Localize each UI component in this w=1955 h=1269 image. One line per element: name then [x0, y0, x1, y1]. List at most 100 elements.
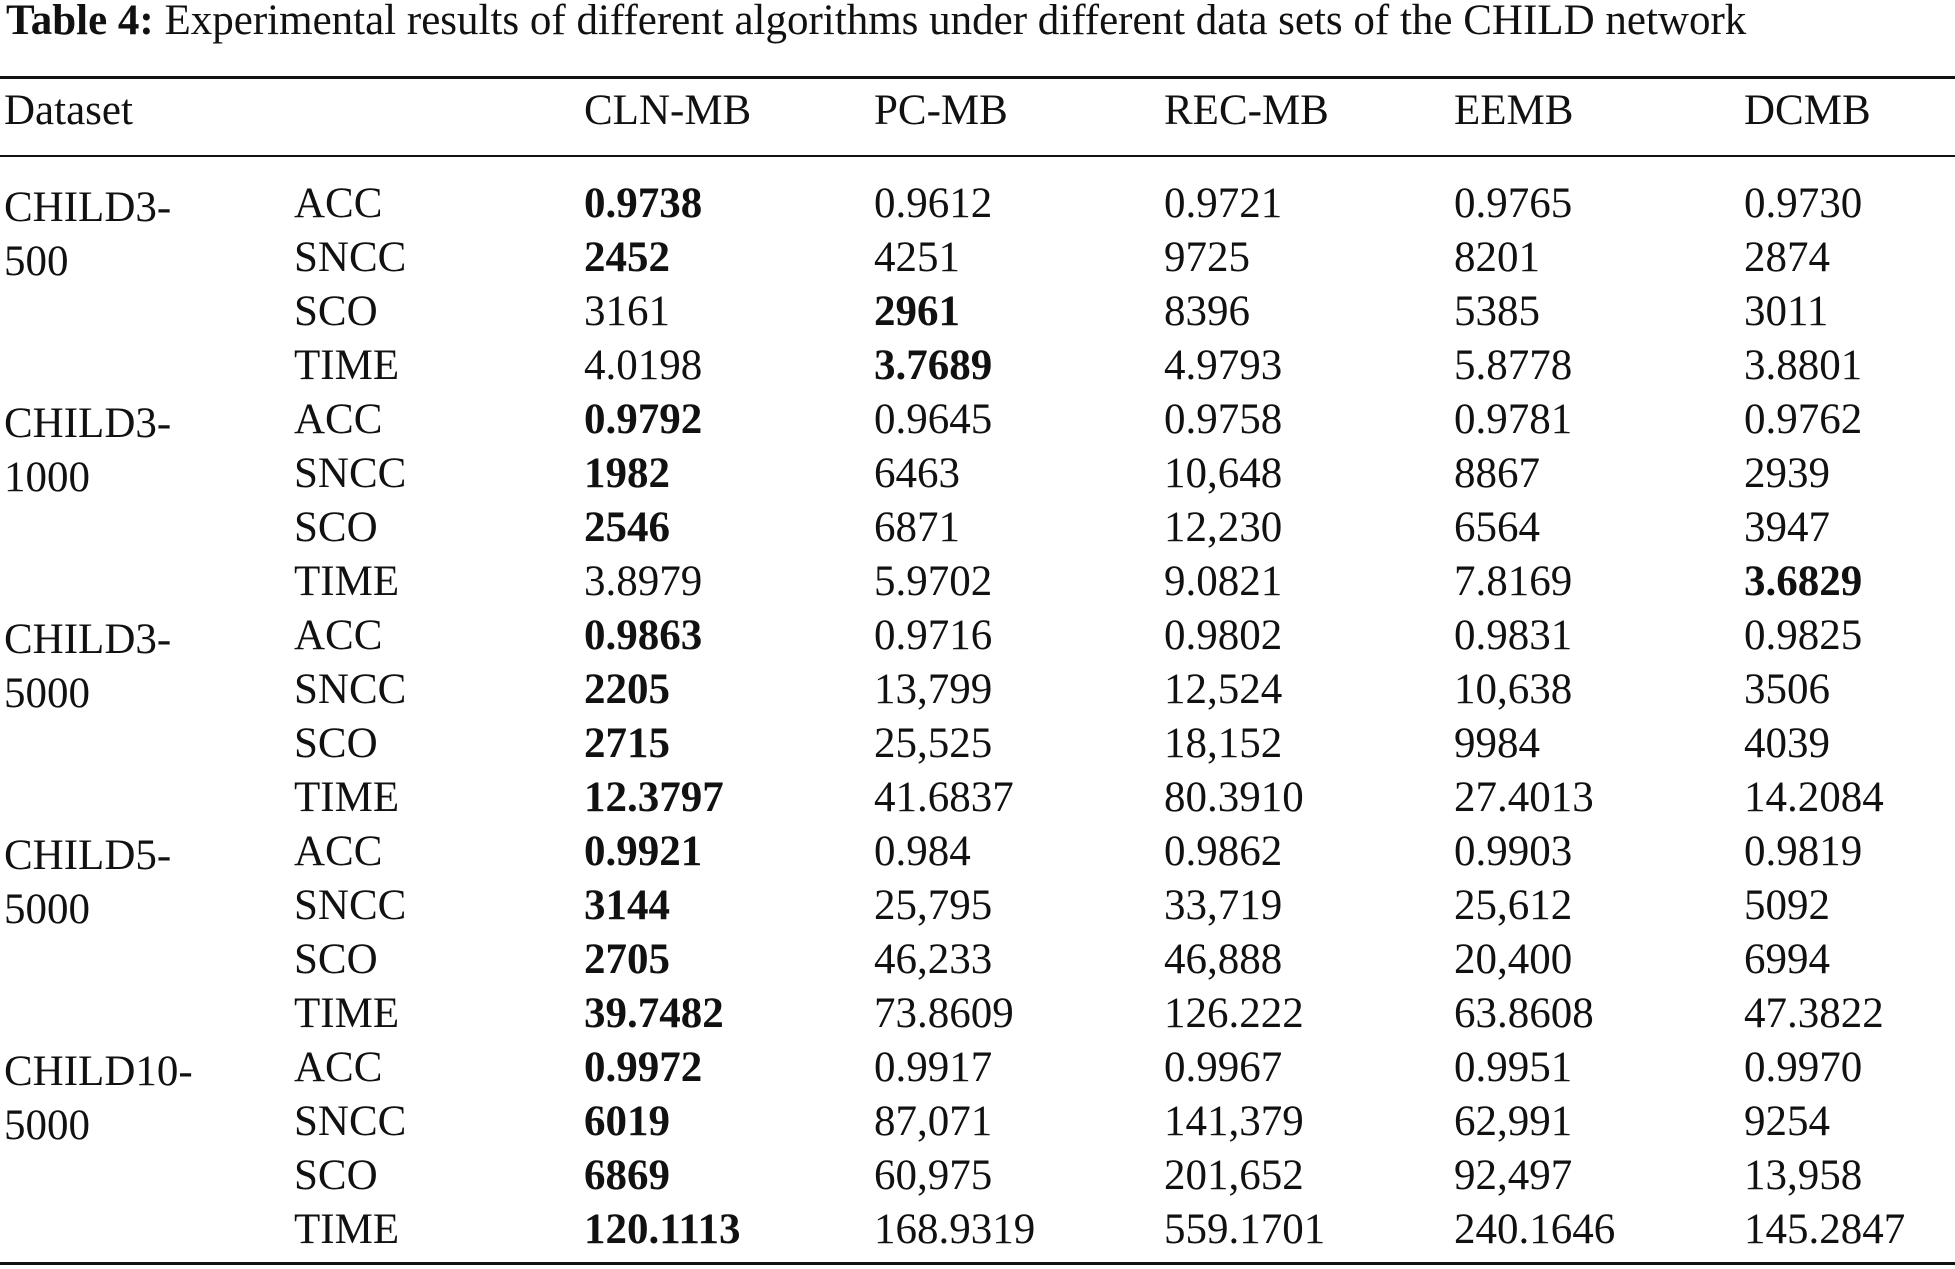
value-cell-pc-mb: 6463	[874, 450, 960, 497]
metric-cell: SCO	[294, 720, 378, 767]
value-cell-pc-mb: 2961	[874, 288, 960, 335]
value-cell-pc-mb: 60,975	[874, 1152, 993, 1199]
table-row: 5000 SNCC 6019 87,071 141,379 62,991 9254	[0, 1099, 1955, 1153]
header-cln-mb: CLN-MB	[584, 87, 752, 134]
value-cell-pc-mb: 73.8609	[874, 990, 1014, 1037]
dataset-cell	[0, 721, 294, 775]
table-row: CHILD3- ACC 0.9863 0.9716 0.9802 0.9831 0.9825	[0, 613, 1955, 667]
value-cell-cln-mb: 2452	[584, 234, 670, 281]
caption-text: Experimental results of different algori…	[153, 0, 1747, 44]
value-cell-pc-mb: 4251	[874, 234, 960, 281]
metric-cell: TIME	[294, 342, 400, 389]
value-cell-rec-mb: 10,648	[1164, 450, 1283, 497]
value-cell-eemb: 0.9903	[1454, 828, 1573, 875]
metric-cell: SNCC	[294, 450, 407, 497]
value-cell-pc-mb: 0.9917	[874, 1044, 993, 1091]
header-dcmb: DCMB	[1744, 87, 1871, 134]
dataset-cell	[0, 559, 294, 613]
value-cell-pc-mb: 25,525	[874, 720, 993, 767]
table-row: SCO 2546 6871 12,230 6564 3947	[0, 505, 1955, 559]
metric-cell: SCO	[294, 936, 378, 983]
value-cell-dcmb: 4039	[1744, 720, 1830, 767]
table-row: TIME 4.0198 3.7689 4.9793 5.8778 3.8801	[0, 343, 1955, 397]
value-cell-eemb: 20,400	[1454, 936, 1573, 983]
value-cell-pc-mb: 46,233	[874, 936, 993, 983]
value-cell-dcmb: 14.2084	[1744, 774, 1884, 821]
value-cell-cln-mb: 2546	[584, 504, 670, 551]
dataset-cell	[0, 343, 294, 397]
value-cell-dcmb: 5092	[1744, 882, 1830, 929]
dataset-cell	[0, 289, 294, 343]
table-row: TIME 39.7482 73.8609 126.222 63.8608 47.3822	[0, 991, 1955, 1045]
dataset-cell: CHILD10-	[4, 1048, 193, 1095]
value-cell-cln-mb: 0.9972	[584, 1044, 703, 1091]
value-cell-pc-mb: 0.9645	[874, 396, 993, 443]
value-cell-dcmb: 0.9819	[1744, 828, 1863, 875]
value-cell-eemb: 10,638	[1454, 666, 1573, 713]
table-row: 1000 SNCC 1982 6463 10,648 8867 2939	[0, 451, 1955, 505]
value-cell-rec-mb: 126.222	[1164, 990, 1304, 1037]
dataset-cell	[0, 505, 294, 559]
value-cell-rec-mb: 0.9721	[1164, 180, 1283, 227]
value-cell-pc-mb: 5.9702	[874, 558, 993, 605]
metric-cell: ACC	[294, 828, 383, 875]
metric-cell: SNCC	[294, 1098, 407, 1145]
value-cell-eemb: 92,497	[1454, 1152, 1573, 1199]
value-cell-eemb: 27.4013	[1454, 774, 1594, 821]
header-rule	[0, 155, 1955, 157]
value-cell-cln-mb: 2205	[584, 666, 670, 713]
value-cell-rec-mb: 33,719	[1164, 882, 1283, 929]
value-cell-cln-mb: 2705	[584, 936, 670, 983]
value-cell-eemb: 8201	[1454, 234, 1540, 281]
value-cell-dcmb: 2939	[1744, 450, 1830, 497]
metric-cell: SCO	[294, 1152, 378, 1199]
table-row: CHILD3- ACC 0.9738 0.9612 0.9721 0.9765 0.9730	[0, 155, 1955, 235]
value-cell-cln-mb: 0.9792	[584, 396, 703, 443]
value-cell-dcmb: 0.9825	[1744, 612, 1863, 659]
metric-cell: SCO	[294, 288, 378, 335]
table-row: 500 SNCC 2452 4251 9725 8201 2874	[0, 235, 1955, 289]
value-cell-eemb: 5385	[1454, 288, 1540, 335]
value-cell-eemb: 0.9765	[1454, 180, 1573, 227]
dataset-cell	[0, 1153, 294, 1207]
value-cell-cln-mb: 3161	[584, 288, 670, 335]
value-cell-pc-mb: 3.7689	[874, 342, 993, 389]
value-cell-eemb: 240.1646	[1454, 1206, 1616, 1253]
value-cell-dcmb: 3947	[1744, 504, 1830, 551]
value-cell-pc-mb: 0.9612	[874, 180, 993, 227]
table-row: 5000 SNCC 2205 13,799 12,524 10,638 3506	[0, 667, 1955, 721]
value-cell-cln-mb: 0.9863	[584, 612, 703, 659]
table-caption: Table 4: Experimental results of differe…	[6, 0, 1951, 50]
value-cell-pc-mb: 13,799	[874, 666, 993, 713]
value-cell-rec-mb: 141,379	[1164, 1098, 1304, 1145]
value-cell-cln-mb: 1982	[584, 450, 670, 497]
table-row: CHILD10- ACC 0.9972 0.9917 0.9967 0.9951 0.997…	[0, 1045, 1955, 1099]
metric-cell: TIME	[294, 1206, 400, 1253]
dataset-cell	[0, 775, 294, 829]
results-table: Dataset CLN-MB PC-MB REC-MB EEMB DCMB CH…	[0, 86, 1955, 1261]
table-row: SCO 6869 60,975 201,652 92,497 13,958	[0, 1153, 1955, 1207]
value-cell-eemb: 0.9781	[1454, 396, 1573, 443]
header-eemb: EEMB	[1454, 87, 1574, 134]
value-cell-rec-mb: 9725	[1164, 234, 1250, 281]
value-cell-pc-mb: 41.6837	[874, 774, 1014, 821]
value-cell-eemb: 7.8169	[1454, 558, 1573, 605]
table-row: TIME 3.8979 5.9702 9.0821 7.8169 3.6829	[0, 559, 1955, 613]
metric-cell: ACC	[294, 180, 383, 227]
value-cell-rec-mb: 8396	[1164, 288, 1250, 335]
value-cell-rec-mb: 0.9802	[1164, 612, 1283, 659]
table-row: CHILD3- ACC 0.9792 0.9645 0.9758 0.9781 0.9762	[0, 397, 1955, 451]
value-cell-dcmb: 0.9970	[1744, 1044, 1863, 1091]
table-row: 5000 SNCC 3144 25,795 33,719 25,612 5092	[0, 883, 1955, 937]
value-cell-cln-mb: 39.7482	[584, 990, 724, 1037]
dataset-cell: 500	[4, 238, 69, 285]
top-rule	[0, 76, 1955, 79]
header-pc-mb: PC-MB	[874, 87, 1008, 134]
value-cell-cln-mb: 0.9921	[584, 828, 703, 875]
bottom-rule	[0, 1262, 1955, 1265]
value-cell-cln-mb: 4.0198	[584, 342, 703, 389]
table-row: TIME 120.1113 168.9319 559.1701 240.1646 145.…	[0, 1207, 1955, 1261]
dataset-cell: CHILD3-	[4, 400, 172, 447]
value-cell-eemb: 0.9951	[1454, 1044, 1573, 1091]
dataset-cell	[0, 991, 294, 1045]
